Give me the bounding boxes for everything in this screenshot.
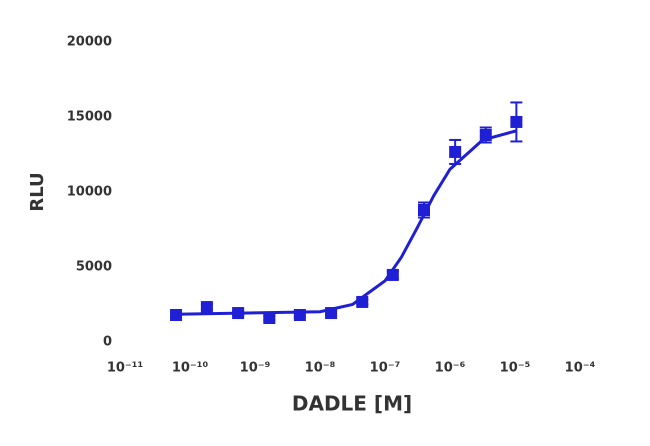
x-tick-label: 10⁻⁷ [370, 361, 401, 376]
y-tick-label: 0 [103, 335, 112, 350]
y-axis-label: RLU [27, 172, 48, 211]
data-point [200, 301, 213, 314]
data-point [510, 115, 523, 128]
data-point [293, 309, 306, 321]
x-axis-label: DADLE [M] [292, 392, 412, 416]
x-tick-label: 10⁻¹⁰ [172, 361, 209, 376]
data-point [449, 145, 462, 158]
data-point [263, 312, 276, 324]
data-point [417, 204, 430, 216]
data-point [232, 307, 245, 320]
data-point [356, 295, 369, 308]
data-point [386, 268, 399, 281]
data-point [479, 129, 492, 141]
y-tick-label: 20000 [67, 35, 112, 50]
y-tick-label: 15000 [67, 110, 112, 125]
x-tick-label: 10⁻¹¹ [107, 361, 143, 376]
data-point [170, 309, 183, 321]
x-tick-label: 10⁻⁶ [435, 361, 466, 376]
fit-curve [176, 129, 517, 316]
x-tick-label: 10⁻⁹ [240, 361, 271, 376]
x-tick-label: 10⁻⁸ [305, 361, 336, 376]
y-tick-label: 5000 [76, 260, 112, 275]
x-tick-label: 10⁻⁵ [500, 361, 531, 376]
data-point [325, 307, 338, 320]
x-tick-label: 10⁻⁴ [565, 361, 596, 376]
y-tick-label: 10000 [67, 185, 112, 200]
